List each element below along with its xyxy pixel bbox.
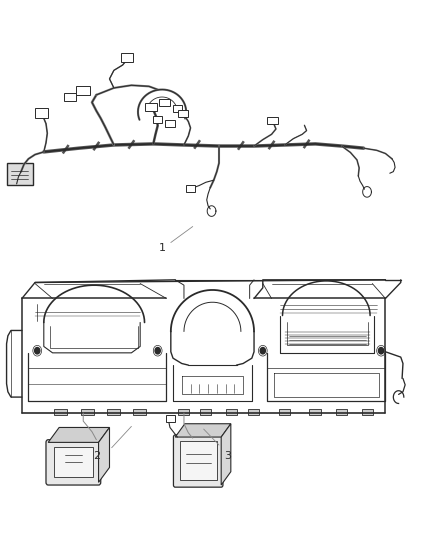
FancyBboxPatch shape (173, 105, 182, 112)
FancyBboxPatch shape (81, 409, 94, 415)
FancyBboxPatch shape (76, 86, 90, 95)
FancyBboxPatch shape (121, 52, 133, 61)
Circle shape (155, 348, 160, 354)
FancyBboxPatch shape (200, 409, 211, 415)
FancyBboxPatch shape (309, 409, 321, 415)
FancyBboxPatch shape (7, 163, 33, 185)
FancyBboxPatch shape (336, 409, 347, 415)
Polygon shape (99, 427, 110, 482)
Polygon shape (175, 424, 231, 437)
Circle shape (35, 348, 40, 354)
FancyBboxPatch shape (186, 185, 195, 192)
FancyBboxPatch shape (145, 102, 157, 110)
Text: 3: 3 (224, 451, 231, 461)
Text: 2: 2 (93, 451, 100, 461)
FancyBboxPatch shape (159, 99, 170, 106)
FancyBboxPatch shape (180, 441, 217, 480)
FancyBboxPatch shape (173, 435, 223, 487)
FancyBboxPatch shape (46, 440, 101, 485)
FancyBboxPatch shape (248, 409, 259, 415)
Circle shape (260, 348, 265, 354)
FancyBboxPatch shape (165, 120, 175, 127)
FancyBboxPatch shape (226, 409, 237, 415)
FancyBboxPatch shape (64, 93, 76, 101)
FancyBboxPatch shape (35, 108, 48, 117)
FancyBboxPatch shape (153, 116, 162, 123)
FancyBboxPatch shape (279, 409, 290, 415)
Polygon shape (48, 427, 110, 442)
FancyBboxPatch shape (178, 110, 188, 117)
FancyBboxPatch shape (107, 409, 120, 415)
FancyBboxPatch shape (362, 409, 373, 415)
Text: 1: 1 (159, 243, 166, 253)
FancyBboxPatch shape (54, 409, 67, 415)
FancyBboxPatch shape (267, 117, 278, 124)
FancyBboxPatch shape (178, 409, 189, 415)
FancyBboxPatch shape (133, 409, 146, 415)
FancyBboxPatch shape (166, 415, 175, 422)
FancyBboxPatch shape (54, 447, 93, 477)
Circle shape (378, 348, 384, 354)
Polygon shape (221, 424, 231, 485)
